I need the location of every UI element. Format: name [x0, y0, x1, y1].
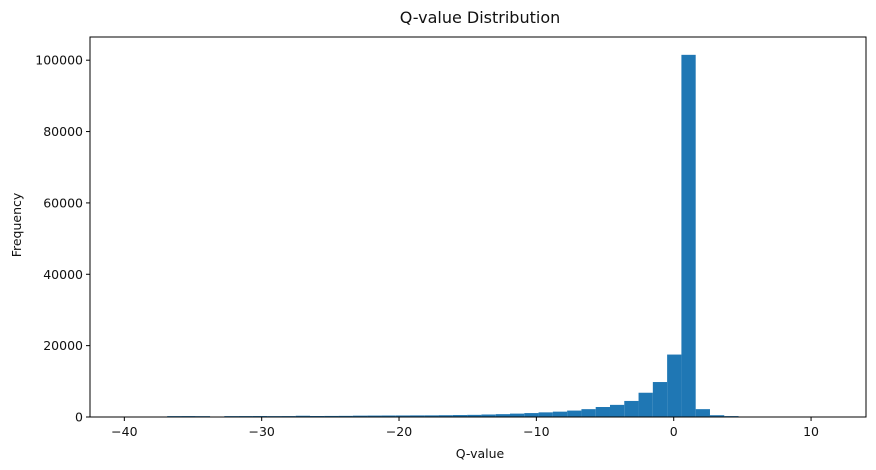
x-tick-label: −20 — [386, 424, 412, 439]
histogram-bar-21 — [424, 415, 439, 417]
x-tick-label: −30 — [248, 424, 274, 439]
histogram-bar-16 — [352, 415, 368, 417]
x-tick-label: 0 — [670, 424, 678, 439]
histogram-bar-22 — [438, 415, 453, 417]
y-tick-label: 80000 — [43, 124, 83, 139]
histogram-bar-33 — [595, 407, 610, 417]
histogram-bar-36 — [638, 392, 653, 417]
histogram-bar-37 — [652, 382, 668, 417]
x-tick-label: −10 — [523, 424, 549, 439]
histogram-bar-29 — [538, 412, 553, 417]
histogram-bar-32 — [581, 409, 596, 417]
histogram-bar-14 — [324, 415, 339, 417]
y-tick-label: 0 — [75, 410, 83, 425]
histogram-bar-40 — [695, 409, 710, 417]
y-tick-label: 40000 — [43, 267, 83, 282]
histogram-bar-23 — [452, 415, 468, 417]
x-tick-label: 10 — [803, 424, 819, 439]
histogram-bar-19 — [395, 415, 411, 417]
histogram-bar-30 — [552, 411, 568, 417]
histogram-bar-34 — [609, 404, 625, 417]
histogram-bar-38 — [667, 354, 682, 417]
plot-frame — [89, 36, 867, 418]
histogram-bar-25 — [481, 414, 496, 417]
y-axis-ticks: 0 20000 40000 60000 80000 100000 — [35, 53, 90, 425]
histogram-bar-27 — [510, 413, 525, 417]
y-tick-label: 20000 — [43, 338, 83, 353]
x-tick-label: −40 — [111, 424, 137, 439]
histogram-bars — [124, 54, 839, 418]
x-axis-ticks: −40 −30 −20 −10 0 10 — [111, 417, 819, 439]
histogram-bar-28 — [524, 413, 539, 417]
histogram-bar-18 — [381, 415, 396, 417]
histogram-bar-15 — [338, 415, 353, 417]
histogram-bar-17 — [367, 415, 382, 417]
y-axis-label: Frequency — [9, 192, 24, 257]
histogram-bar-24 — [467, 414, 482, 417]
chart-title: Q-value Distribution — [400, 8, 561, 27]
histogram-bar-35 — [624, 400, 639, 417]
histogram-bar-39 — [681, 54, 696, 418]
histogram-bar-31 — [567, 410, 582, 417]
x-axis-label: Q-value — [456, 446, 505, 461]
histogram-bar-26 — [495, 414, 511, 417]
histogram-bar-12 — [295, 415, 311, 417]
y-tick-label: 100000 — [35, 53, 83, 68]
y-tick-label: 60000 — [43, 195, 83, 210]
histogram-bar-20 — [410, 415, 425, 417]
histogram-bar-41 — [709, 415, 725, 417]
